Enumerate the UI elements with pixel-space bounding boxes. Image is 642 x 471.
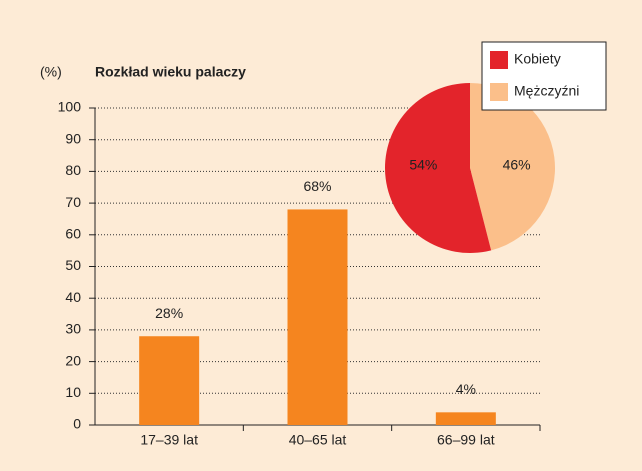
x-tick-label: 40–65 lat <box>289 432 347 448</box>
data-label: 54% <box>409 157 437 173</box>
bar <box>287 209 348 425</box>
bar <box>435 412 496 425</box>
y-tick-label: 100 <box>58 99 82 115</box>
data-label: 68% <box>303 178 331 194</box>
y-tick-label: 80 <box>65 162 81 178</box>
chart-title: Rozkład wieku palaczy <box>95 64 246 80</box>
y-tick-label: 30 <box>65 321 81 337</box>
y-tick-label: 0 <box>73 416 81 432</box>
legend-swatch <box>490 51 508 69</box>
data-label: 4% <box>456 381 476 397</box>
y-tick-label: 10 <box>65 384 81 400</box>
x-tick-label: 66–99 lat <box>437 432 495 448</box>
y-tick-label: 20 <box>65 352 81 368</box>
y-tick-label: 40 <box>65 289 81 305</box>
legend-label: Kobiety <box>514 51 561 67</box>
data-label: 28% <box>155 305 183 321</box>
legend-swatch <box>490 83 508 101</box>
pie-slice <box>470 83 556 251</box>
y-tick-label: 70 <box>65 194 81 210</box>
y-tick-label: 60 <box>65 226 81 242</box>
y-unit: (%) <box>40 64 62 80</box>
data-label: 46% <box>503 157 531 173</box>
y-tick-label: 50 <box>65 257 81 273</box>
y-tick-label: 90 <box>65 130 81 146</box>
pie-slice <box>385 83 492 253</box>
x-tick-label: 17–39 lat <box>140 432 198 448</box>
legend-label: Mężczyźni <box>514 83 579 99</box>
bar <box>139 336 200 425</box>
